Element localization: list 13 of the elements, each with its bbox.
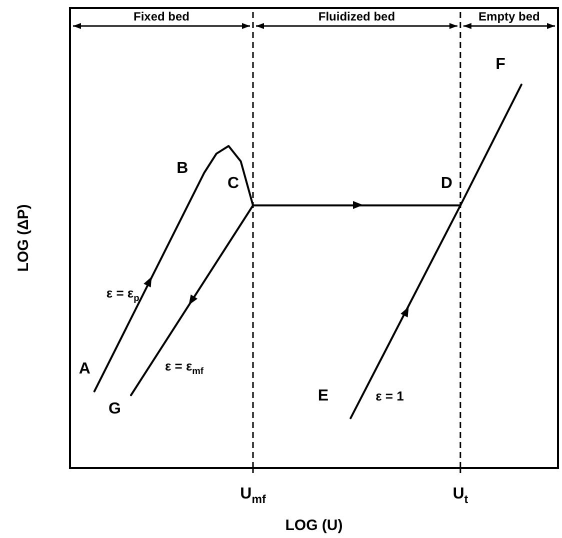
annotation: C: [227, 174, 240, 192]
x-axis-title: LOG (U): [285, 517, 343, 534]
text: Fluidized bed: [318, 9, 396, 24]
y-axis-title: LOG (ΔP): [15, 204, 32, 272]
annotation: D: [440, 174, 452, 192]
annotation: E: [318, 388, 329, 405]
annotation: ε = 1: [376, 388, 404, 404]
text: F: [496, 56, 506, 74]
text: Fixed bed: [133, 9, 190, 24]
annotation: B: [176, 160, 188, 178]
annotation: G: [108, 400, 122, 418]
annotation: A: [78, 360, 91, 378]
text: Empty bed: [478, 9, 540, 24]
